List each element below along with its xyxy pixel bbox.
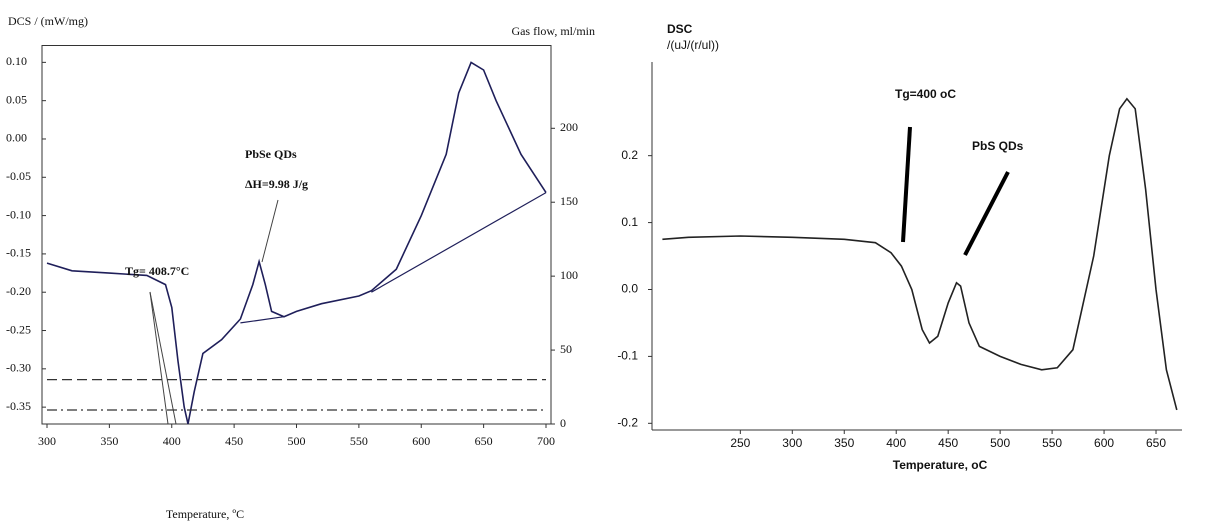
pointer bbox=[261, 199, 279, 263]
y-tick-label: -0.25 bbox=[6, 322, 31, 336]
annotation: ΔH=9.98 J/g bbox=[245, 177, 308, 191]
x-tick-label: 650 bbox=[475, 434, 493, 448]
y-tick-label: -0.05 bbox=[6, 169, 31, 183]
x-tick-label: 250 bbox=[730, 436, 750, 450]
pointer bbox=[963, 171, 1010, 256]
x-tick-label: 350 bbox=[100, 434, 118, 448]
y-tick-label: -0.15 bbox=[6, 246, 31, 260]
x-tick-label: 600 bbox=[1094, 436, 1114, 450]
x-tick-label: 450 bbox=[938, 436, 958, 450]
y2-tick-label: 100 bbox=[560, 268, 578, 282]
series-line bbox=[371, 192, 547, 293]
y2-axis-label: Gas flow, ml/min bbox=[511, 24, 595, 38]
y-tick-label: 0.10 bbox=[6, 54, 27, 68]
y-tick-label: 0.0 bbox=[621, 282, 638, 296]
y-axis-label: /(uJ/(r/ul)) bbox=[667, 38, 719, 52]
y-tick-label: 0.2 bbox=[621, 148, 638, 162]
x-tick-label: 400 bbox=[163, 434, 181, 448]
y-tick-label: -0.30 bbox=[6, 361, 31, 375]
y-tick-label: -0.1 bbox=[617, 349, 638, 363]
x-tick-label: 500 bbox=[288, 434, 306, 448]
x-tick-label: 500 bbox=[990, 436, 1010, 450]
y-tick-label: -0.35 bbox=[6, 399, 31, 413]
x-tick-label: 600 bbox=[412, 434, 430, 448]
annotation: Tg=400 oC bbox=[895, 87, 956, 101]
y-tick-label: -0.10 bbox=[6, 207, 31, 221]
chart-title: DSC bbox=[667, 22, 693, 36]
series-line bbox=[240, 316, 285, 324]
x-tick-label: 300 bbox=[38, 434, 56, 448]
y-tick-label: -0.2 bbox=[617, 415, 638, 429]
annotation: PbSe QDs bbox=[245, 147, 297, 161]
y-tick-label: -0.20 bbox=[6, 284, 31, 298]
x-tick-label: 300 bbox=[782, 436, 802, 450]
annotation: PbS QDs bbox=[972, 139, 1024, 153]
x-tick-label: 350 bbox=[834, 436, 854, 450]
pointer bbox=[149, 291, 169, 425]
x-tick-label: 550 bbox=[1042, 436, 1062, 450]
x-axis-label: Temperature, ºC bbox=[166, 507, 244, 521]
x-tick-label: 400 bbox=[886, 436, 906, 450]
y2-tick-label: 50 bbox=[560, 342, 572, 356]
x-tick-label: 650 bbox=[1146, 436, 1166, 450]
x-axis-label: Temperature, oC bbox=[893, 458, 988, 472]
y-axis-label: DCS / (mW/mg) bbox=[8, 14, 88, 28]
x-tick-label: 450 bbox=[225, 434, 243, 448]
pointer bbox=[149, 291, 177, 425]
series-line bbox=[46, 61, 547, 425]
y-tick-label: 0.1 bbox=[621, 215, 638, 229]
y2-tick-label: 200 bbox=[560, 120, 578, 134]
y-tick-label: 0.05 bbox=[6, 92, 27, 106]
y-tick-label: 0.00 bbox=[6, 131, 27, 145]
y2-tick-label: 0 bbox=[560, 416, 566, 430]
plot-frame bbox=[41, 45, 552, 425]
y2-tick-label: 150 bbox=[560, 194, 578, 208]
annotation: Tg= 408.7°C bbox=[125, 264, 189, 278]
x-tick-label: 550 bbox=[350, 434, 368, 448]
x-tick-label: 700 bbox=[537, 434, 555, 448]
pointer bbox=[901, 126, 912, 243]
series-line bbox=[662, 97, 1178, 411]
